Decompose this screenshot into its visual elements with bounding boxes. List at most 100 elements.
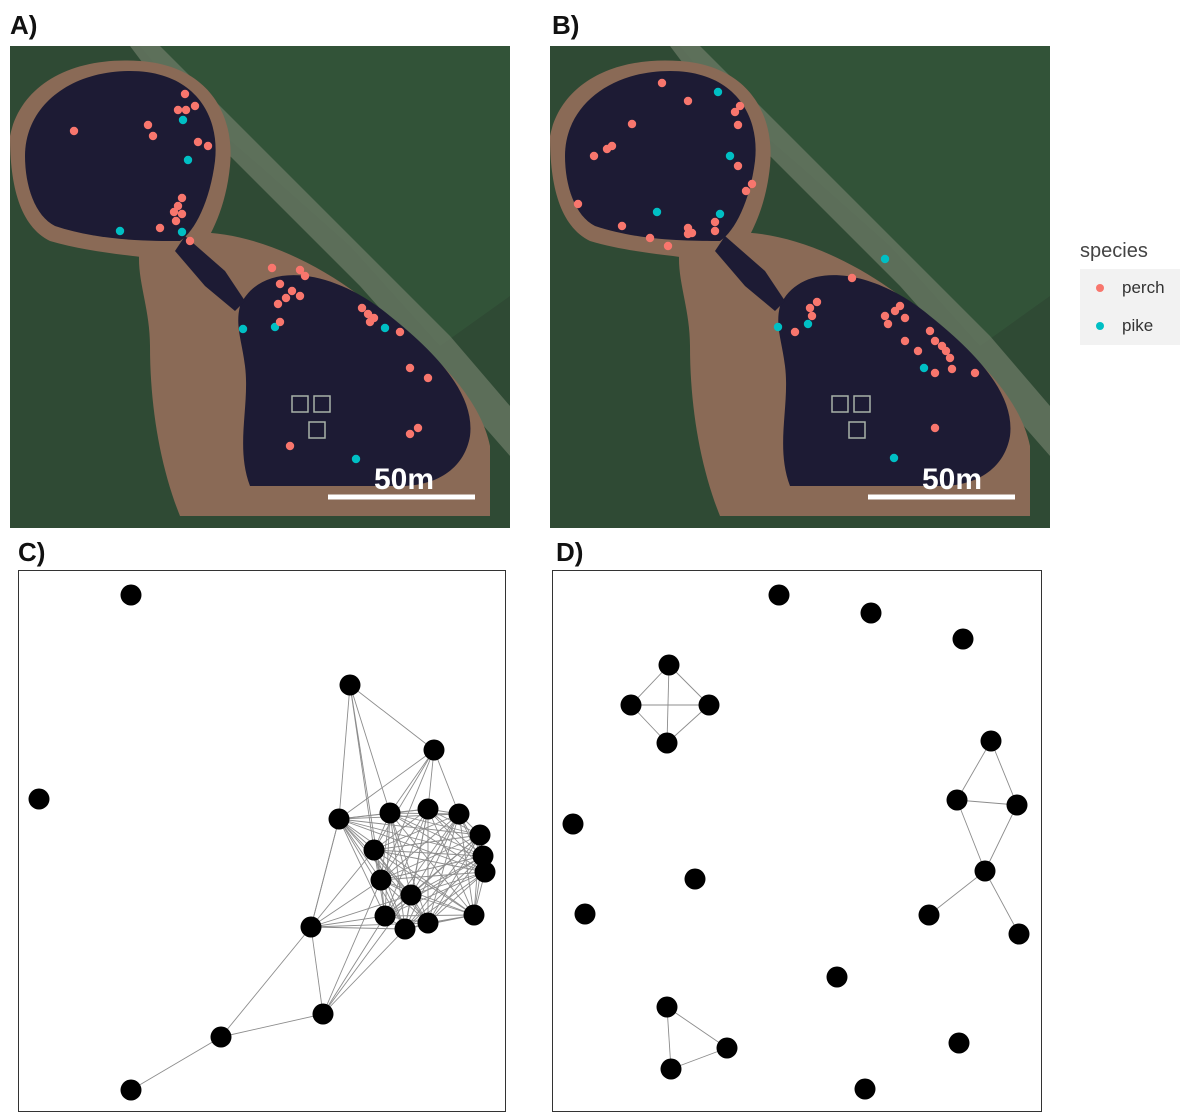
perch-point	[683, 223, 693, 233]
perch-point	[155, 223, 165, 233]
perch-point	[357, 303, 367, 313]
perch-point	[395, 327, 405, 337]
perch-point	[177, 209, 187, 219]
perch-point	[363, 309, 373, 319]
network-node	[860, 602, 882, 624]
network-edge	[384, 855, 484, 917]
perch-point	[657, 78, 667, 88]
perch-point	[190, 101, 200, 111]
network-edge	[373, 813, 460, 851]
perch-point	[890, 306, 900, 316]
network-edge	[373, 849, 484, 857]
network-node	[339, 674, 361, 696]
pike-point	[919, 363, 929, 373]
network-edge	[427, 871, 486, 924]
legend-label-pike: pike	[1122, 316, 1154, 335]
network-node	[379, 802, 401, 824]
perch-point	[733, 161, 743, 171]
network-edge	[349, 684, 435, 751]
panel-label-a: A)	[10, 10, 38, 40]
network-node	[400, 884, 422, 906]
network-node	[656, 732, 678, 754]
perch-point	[683, 96, 693, 106]
network-node	[417, 912, 439, 934]
perch-point	[295, 291, 305, 301]
network-edge	[310, 894, 412, 928]
perch-point	[900, 313, 910, 323]
perch-point	[741, 186, 751, 196]
network-node	[300, 916, 322, 938]
legend-item-pike: pike	[1080, 307, 1180, 345]
perch-point	[945, 353, 955, 363]
perch-point	[930, 368, 940, 378]
grid-markers	[291, 395, 331, 439]
network-node	[660, 1058, 682, 1080]
network-panel-d	[552, 570, 1042, 1112]
network-d-nodes	[562, 584, 1030, 1100]
perch-point	[285, 441, 295, 451]
network-edge	[433, 749, 460, 815]
network-edge	[310, 879, 382, 928]
pike-point	[889, 453, 899, 463]
network-edge	[389, 812, 475, 916]
network-edge	[322, 879, 382, 1015]
perch-point	[173, 105, 183, 115]
network-node	[28, 788, 50, 810]
perch-point	[807, 311, 817, 321]
network-edge	[310, 849, 375, 928]
perch-point	[930, 336, 940, 346]
perch-point	[300, 271, 310, 281]
map-a-svg: 50m	[10, 46, 510, 528]
network-node	[948, 1032, 970, 1054]
network-edge	[380, 812, 391, 881]
network-edge	[380, 813, 460, 881]
satellite-map-b: 50m	[550, 46, 1050, 528]
network-edge	[220, 926, 312, 1038]
lake-north	[565, 71, 756, 241]
perch-point	[171, 216, 181, 226]
network-edge	[338, 818, 486, 873]
network-edge	[427, 813, 460, 924]
panel-label-b: B)	[552, 10, 580, 40]
network-edge	[666, 1006, 728, 1049]
satellite-map-a: 50m	[10, 46, 510, 528]
fish-positions-a	[69, 89, 433, 464]
network-node	[684, 868, 706, 890]
network-edge	[373, 834, 481, 851]
network-edge	[373, 849, 486, 873]
network-edge	[389, 812, 406, 930]
network-edge	[427, 834, 481, 924]
network-edge	[389, 812, 429, 924]
network-node	[826, 966, 848, 988]
pike-point	[652, 207, 662, 217]
network-edge	[130, 1036, 222, 1091]
network-edge	[384, 871, 486, 917]
perch-point	[805, 303, 815, 313]
perch-point	[812, 297, 822, 307]
network-node	[1006, 794, 1028, 816]
network-node	[417, 798, 439, 820]
network-node	[374, 905, 396, 927]
lake-channel	[715, 236, 785, 311]
perch-point	[627, 119, 637, 129]
pike-point	[178, 115, 188, 125]
perch-point	[267, 263, 277, 273]
perch-point	[607, 141, 617, 151]
perch-point	[275, 317, 285, 327]
perch-point	[663, 241, 673, 251]
pike-point	[880, 254, 890, 264]
network-node	[474, 861, 496, 883]
network-node	[854, 1078, 876, 1100]
network-edge	[984, 804, 1018, 872]
network-edge	[338, 818, 386, 917]
network-node	[952, 628, 974, 650]
pike-point	[183, 155, 193, 165]
perch-point	[735, 101, 745, 111]
network-edge	[338, 749, 435, 820]
network-node	[370, 869, 392, 891]
map-b-svg: 50m	[550, 46, 1050, 528]
network-edge	[990, 740, 1018, 806]
perch-point	[730, 107, 740, 117]
perch-point	[941, 346, 951, 356]
pike-point	[380, 323, 390, 333]
